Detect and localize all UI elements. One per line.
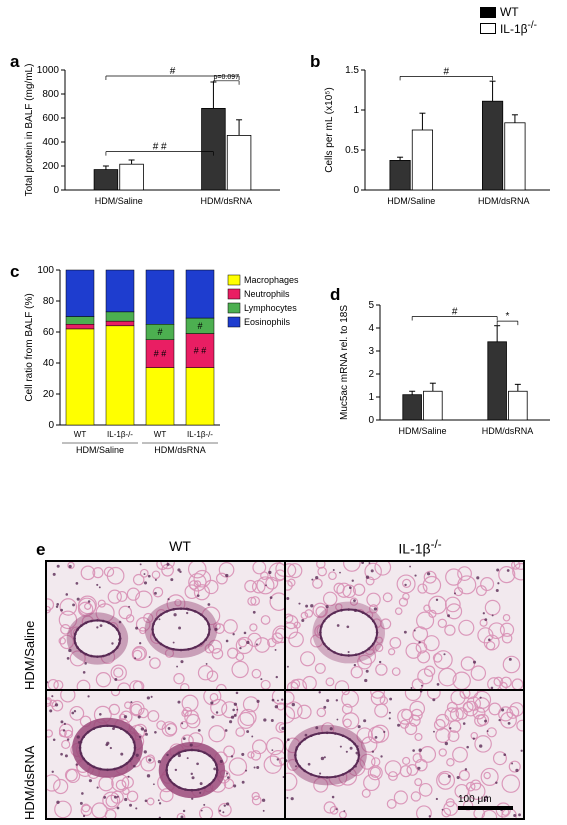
svg-text:60: 60 xyxy=(43,327,55,338)
panel-d-chart: 0 1 2 3 4 5 Muc5ac mRNA rel. to 18S HDM/Saline H… xyxy=(335,285,560,460)
svg-text:IL-1β-/-: IL-1β-/- xyxy=(187,430,213,439)
svg-text:3: 3 xyxy=(368,346,374,357)
svg-text:0: 0 xyxy=(48,420,54,431)
svg-text:400: 400 xyxy=(42,137,59,148)
svg-text:WT: WT xyxy=(154,430,167,439)
svg-text:p=0.097: p=0.097 xyxy=(214,74,240,81)
svg-text:100: 100 xyxy=(37,265,54,276)
svg-text:IL-1β-/-: IL-1β-/- xyxy=(107,430,133,439)
panel-c-label: c xyxy=(10,262,19,282)
svg-text:HDM/dsRNA: HDM/dsRNA xyxy=(154,445,206,455)
svg-text:80: 80 xyxy=(43,296,55,307)
svg-text:HDM/Saline: HDM/Saline xyxy=(398,426,446,436)
svg-text:800: 800 xyxy=(42,89,59,100)
svg-text:#: # xyxy=(157,327,162,337)
panel-a-label: a xyxy=(10,52,19,72)
svg-text:1000: 1000 xyxy=(37,65,60,76)
histology-wt-saline xyxy=(46,561,285,690)
svg-text:HDM/dsRNA: HDM/dsRNA xyxy=(482,426,534,436)
svg-text:1: 1 xyxy=(368,392,374,403)
svg-text:Total protein in BALF (mg/mL): Total protein in BALF (mg/mL) xyxy=(24,64,35,197)
histology-il1b-saline xyxy=(285,561,524,690)
svg-text:#: # xyxy=(197,321,202,331)
svg-text:# #: # # xyxy=(153,142,167,153)
svg-text:#: # xyxy=(444,66,450,77)
svg-text:1.5: 1.5 xyxy=(345,65,359,76)
svg-text:# #: # # xyxy=(154,349,167,359)
global-legend: WT IL-1β-/- xyxy=(480,4,537,37)
svg-text:600: 600 xyxy=(42,113,59,124)
svg-text:*: * xyxy=(506,311,510,322)
svg-text:5: 5 xyxy=(368,300,374,311)
svg-text:Neutrophils: Neutrophils xyxy=(244,289,290,299)
svg-text:0.5: 0.5 xyxy=(345,145,359,156)
svg-text:Eosinophils: Eosinophils xyxy=(244,317,291,327)
svg-text:0: 0 xyxy=(368,415,374,426)
panel-c-chart: 0 20 40 60 80 100 Cell ratio from BALF (%) WT IL… xyxy=(20,260,320,470)
histology-il1b-dsrna: 100 μm xyxy=(285,690,524,819)
svg-text:Macrophages: Macrophages xyxy=(244,275,299,285)
svg-text:Lymphocytes: Lymphocytes xyxy=(244,303,297,313)
legend-wt: WT xyxy=(500,5,519,19)
svg-text:HDM/dsRNA: HDM/dsRNA xyxy=(200,196,252,206)
svg-text:Cell ratio from BALF (%): Cell ratio from BALF (%) xyxy=(24,293,35,401)
histology-col-il1b: IL-1β-/- xyxy=(360,538,480,557)
panel-a-chart: 0 200 400 600 800 1000Total protein in BALF (… xyxy=(20,50,290,230)
svg-text:# #: # # xyxy=(194,346,207,356)
svg-text:Cells per mL (x10⁵): Cells per mL (x10⁵) xyxy=(324,87,335,172)
legend-il1b: IL-1β-/- xyxy=(500,20,537,36)
panel-b-label: b xyxy=(310,52,320,72)
svg-text:#: # xyxy=(452,307,458,318)
svg-text:0: 0 xyxy=(53,185,59,196)
svg-text:HDM/Saline: HDM/Saline xyxy=(387,196,435,206)
scalebar: 100 μm xyxy=(458,794,513,810)
histology-row-saline: HDM/Saline xyxy=(22,580,37,690)
svg-text:200: 200 xyxy=(42,161,59,172)
svg-text:20: 20 xyxy=(43,389,55,400)
svg-text:Muc5ac mRNA rel. to 18S: Muc5ac mRNA rel. to 18S xyxy=(339,305,350,420)
panel-e-label: e xyxy=(36,540,45,560)
svg-text:#: # xyxy=(170,66,176,77)
svg-text:HDM/Saline: HDM/Saline xyxy=(76,445,124,455)
panel-b-chart: 0 0.5 1 1.5 Cells per mL (x10⁵) HDM/Saline HDM… xyxy=(320,50,560,230)
svg-text:1: 1 xyxy=(353,105,359,116)
svg-text:0: 0 xyxy=(353,185,359,196)
svg-text:WT: WT xyxy=(74,430,87,439)
histology-row-dsrna: HDM/dsRNA xyxy=(22,710,37,820)
histology-col-wt: WT xyxy=(120,538,240,554)
svg-text:2: 2 xyxy=(368,369,374,380)
svg-text:HDM/dsRNA: HDM/dsRNA xyxy=(478,196,530,206)
histology-wt-dsrna xyxy=(46,690,285,819)
svg-text:4: 4 xyxy=(368,323,374,334)
svg-text:40: 40 xyxy=(43,358,55,369)
histology-grid: 100 μm xyxy=(45,560,525,820)
svg-text:HDM/Saline: HDM/Saline xyxy=(95,196,143,206)
